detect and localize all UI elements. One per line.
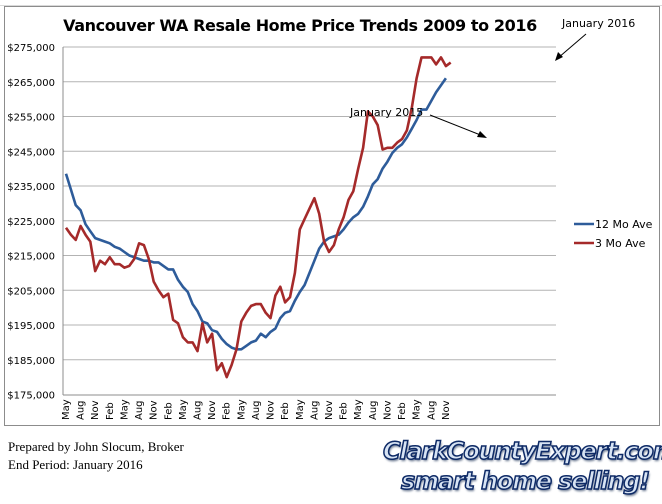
x-tick-label: May xyxy=(412,399,423,420)
x-axis-labels: May Aug Nov Feb May Aug Nov Feb May Aug Nov Feb May A… xyxy=(61,399,452,420)
x-tick-label: Nov xyxy=(324,400,335,420)
gridlines xyxy=(63,46,556,361)
y-tick-label: $185,000 xyxy=(7,356,55,367)
x-tick-label: Nov xyxy=(441,400,452,420)
legend: 12 Mo Ave 3 Mo Ave xyxy=(574,218,653,250)
x-tick-label: May xyxy=(178,399,189,420)
series-12-mo-ave-line xyxy=(64,77,447,351)
clark-county-expert-logo[interactable]: ClarkCountyExpert.com smart home selling… xyxy=(382,436,662,501)
chart-title: Vancouver WA Resale Home Price Trends 20… xyxy=(63,16,537,35)
x-tick-label: Aug xyxy=(309,400,320,420)
logo-domain-text: ClarkCountyExpert.com xyxy=(382,436,662,466)
chart-area xyxy=(4,6,660,426)
series-3-mo-ave-line xyxy=(64,56,452,379)
x-tick-label: Nov xyxy=(90,400,101,420)
annotation-january-2015: January 2015 xyxy=(349,106,423,119)
x-tick-label: Aug xyxy=(426,400,437,420)
x-tick-label: Aug xyxy=(76,400,87,420)
x-tick-label: Nov xyxy=(382,400,393,420)
footer-caption: Prepared by John Slocum, Broker End Peri… xyxy=(8,438,184,474)
arrowhead-icon xyxy=(477,131,487,138)
x-tick-label: Aug xyxy=(192,400,203,420)
x-tick-label: May xyxy=(295,399,306,420)
end-period-text: End Period: January 2016 xyxy=(8,457,143,472)
x-tick-label: Aug xyxy=(134,400,145,420)
arrowhead-icon xyxy=(555,52,563,61)
annotation-january-2016: January 2016 xyxy=(561,17,635,30)
y-tick-label: $245,000 xyxy=(7,147,55,158)
spreadsheet-grid-edge xyxy=(0,0,662,6)
y-axis-labels: $175,000 $185,000 $195,000 $205,000 $215,000… xyxy=(7,43,55,402)
x-tick-label: Feb xyxy=(105,402,116,420)
x-tick-label: May xyxy=(119,399,130,420)
x-tick-label: Nov xyxy=(207,400,218,420)
x-tick-label: Aug xyxy=(251,400,262,420)
x-tick-label: May xyxy=(353,399,364,420)
x-tick-label: Feb xyxy=(339,402,350,420)
annotation-arrow-2016 xyxy=(557,33,587,59)
x-tick-label: May xyxy=(236,399,247,420)
x-tick-label: Feb xyxy=(280,402,291,420)
y-tick-label: $275,000 xyxy=(7,43,55,54)
y-tick-label: $225,000 xyxy=(7,217,55,228)
x-tick-label: May xyxy=(61,399,72,420)
x-tick-label: Feb xyxy=(163,402,174,420)
x-tick-label: Nov xyxy=(266,400,277,420)
legend-label-3-mo-ave: 3 Mo Ave xyxy=(595,237,646,250)
x-tick-label: Nov xyxy=(149,400,160,420)
y-tick-label: $175,000 xyxy=(7,391,55,402)
y-tick-label: $235,000 xyxy=(7,182,55,193)
annotation-arrow-2015 xyxy=(429,114,484,137)
y-tick-label: $265,000 xyxy=(7,78,55,89)
prepared-by-text: Prepared by John Slocum, Broker xyxy=(8,439,184,454)
x-tick-label: Feb xyxy=(222,402,233,420)
y-tick-label: $195,000 xyxy=(7,321,55,332)
logo-tagline-text: smart home selling! xyxy=(400,466,651,496)
y-tick-label: $205,000 xyxy=(7,286,55,297)
y-tick-label: $255,000 xyxy=(7,113,55,124)
x-tick-label: Aug xyxy=(368,400,379,420)
x-tick-label: Feb xyxy=(397,402,408,420)
y-tick-label: $215,000 xyxy=(7,252,55,263)
legend-label-12-mo-ave: 12 Mo Ave xyxy=(595,218,653,231)
